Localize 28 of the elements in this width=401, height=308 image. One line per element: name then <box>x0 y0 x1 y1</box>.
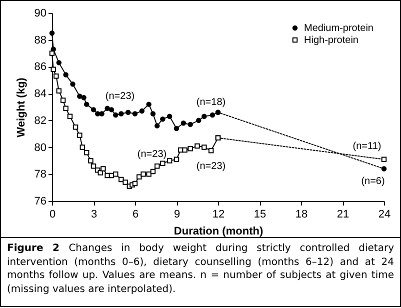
x-tick-label: 0 <box>49 208 56 220</box>
caption: Figure 2 Changes in body weight during strictly controlled dietary intervention (months 0–6), dietary counselling (months 6–12) and at 24 months follow up. Values are means. n = number of subjects at given time (missing values are interpolated). <box>7 242 394 296</box>
x-tick-label: 18 <box>295 208 308 220</box>
y-tick-label: 76 <box>34 196 46 208</box>
x-tick-label: 9 <box>174 208 180 220</box>
legend-label: High-protein <box>304 35 358 46</box>
y-tick-label: 82 <box>34 114 46 127</box>
y-tick-label: 80 <box>34 142 46 154</box>
x-tick-label: 6 <box>132 208 139 220</box>
x-tick-label: 24 <box>378 208 391 220</box>
x-tick-label: 21 <box>336 208 350 220</box>
annotation: (n=18) <box>196 97 226 108</box>
annotation: (n=6) <box>361 176 385 187</box>
annotation: (n=23) <box>105 91 135 102</box>
x-tick-label: 15 <box>254 208 266 220</box>
y-tick-label: 78 <box>34 168 46 181</box>
legend-label: Medium-protein <box>304 23 374 34</box>
y-tick-label: 84 <box>34 88 46 100</box>
annotation: (n=23) <box>137 149 167 160</box>
x-axis-title: Duration (month) <box>174 226 264 238</box>
annotation: (n=11) <box>352 141 382 152</box>
annotation: (n=23) <box>196 161 226 172</box>
x-tick-label: 3 <box>90 208 98 220</box>
y-axis-title: Weight (kg) <box>15 77 28 138</box>
y-tick-label: 88 <box>34 34 46 46</box>
y-tick-label: 90 <box>34 8 46 20</box>
y-tick-label: 86 <box>34 61 46 74</box>
x-tick-label: 12 <box>212 208 225 220</box>
